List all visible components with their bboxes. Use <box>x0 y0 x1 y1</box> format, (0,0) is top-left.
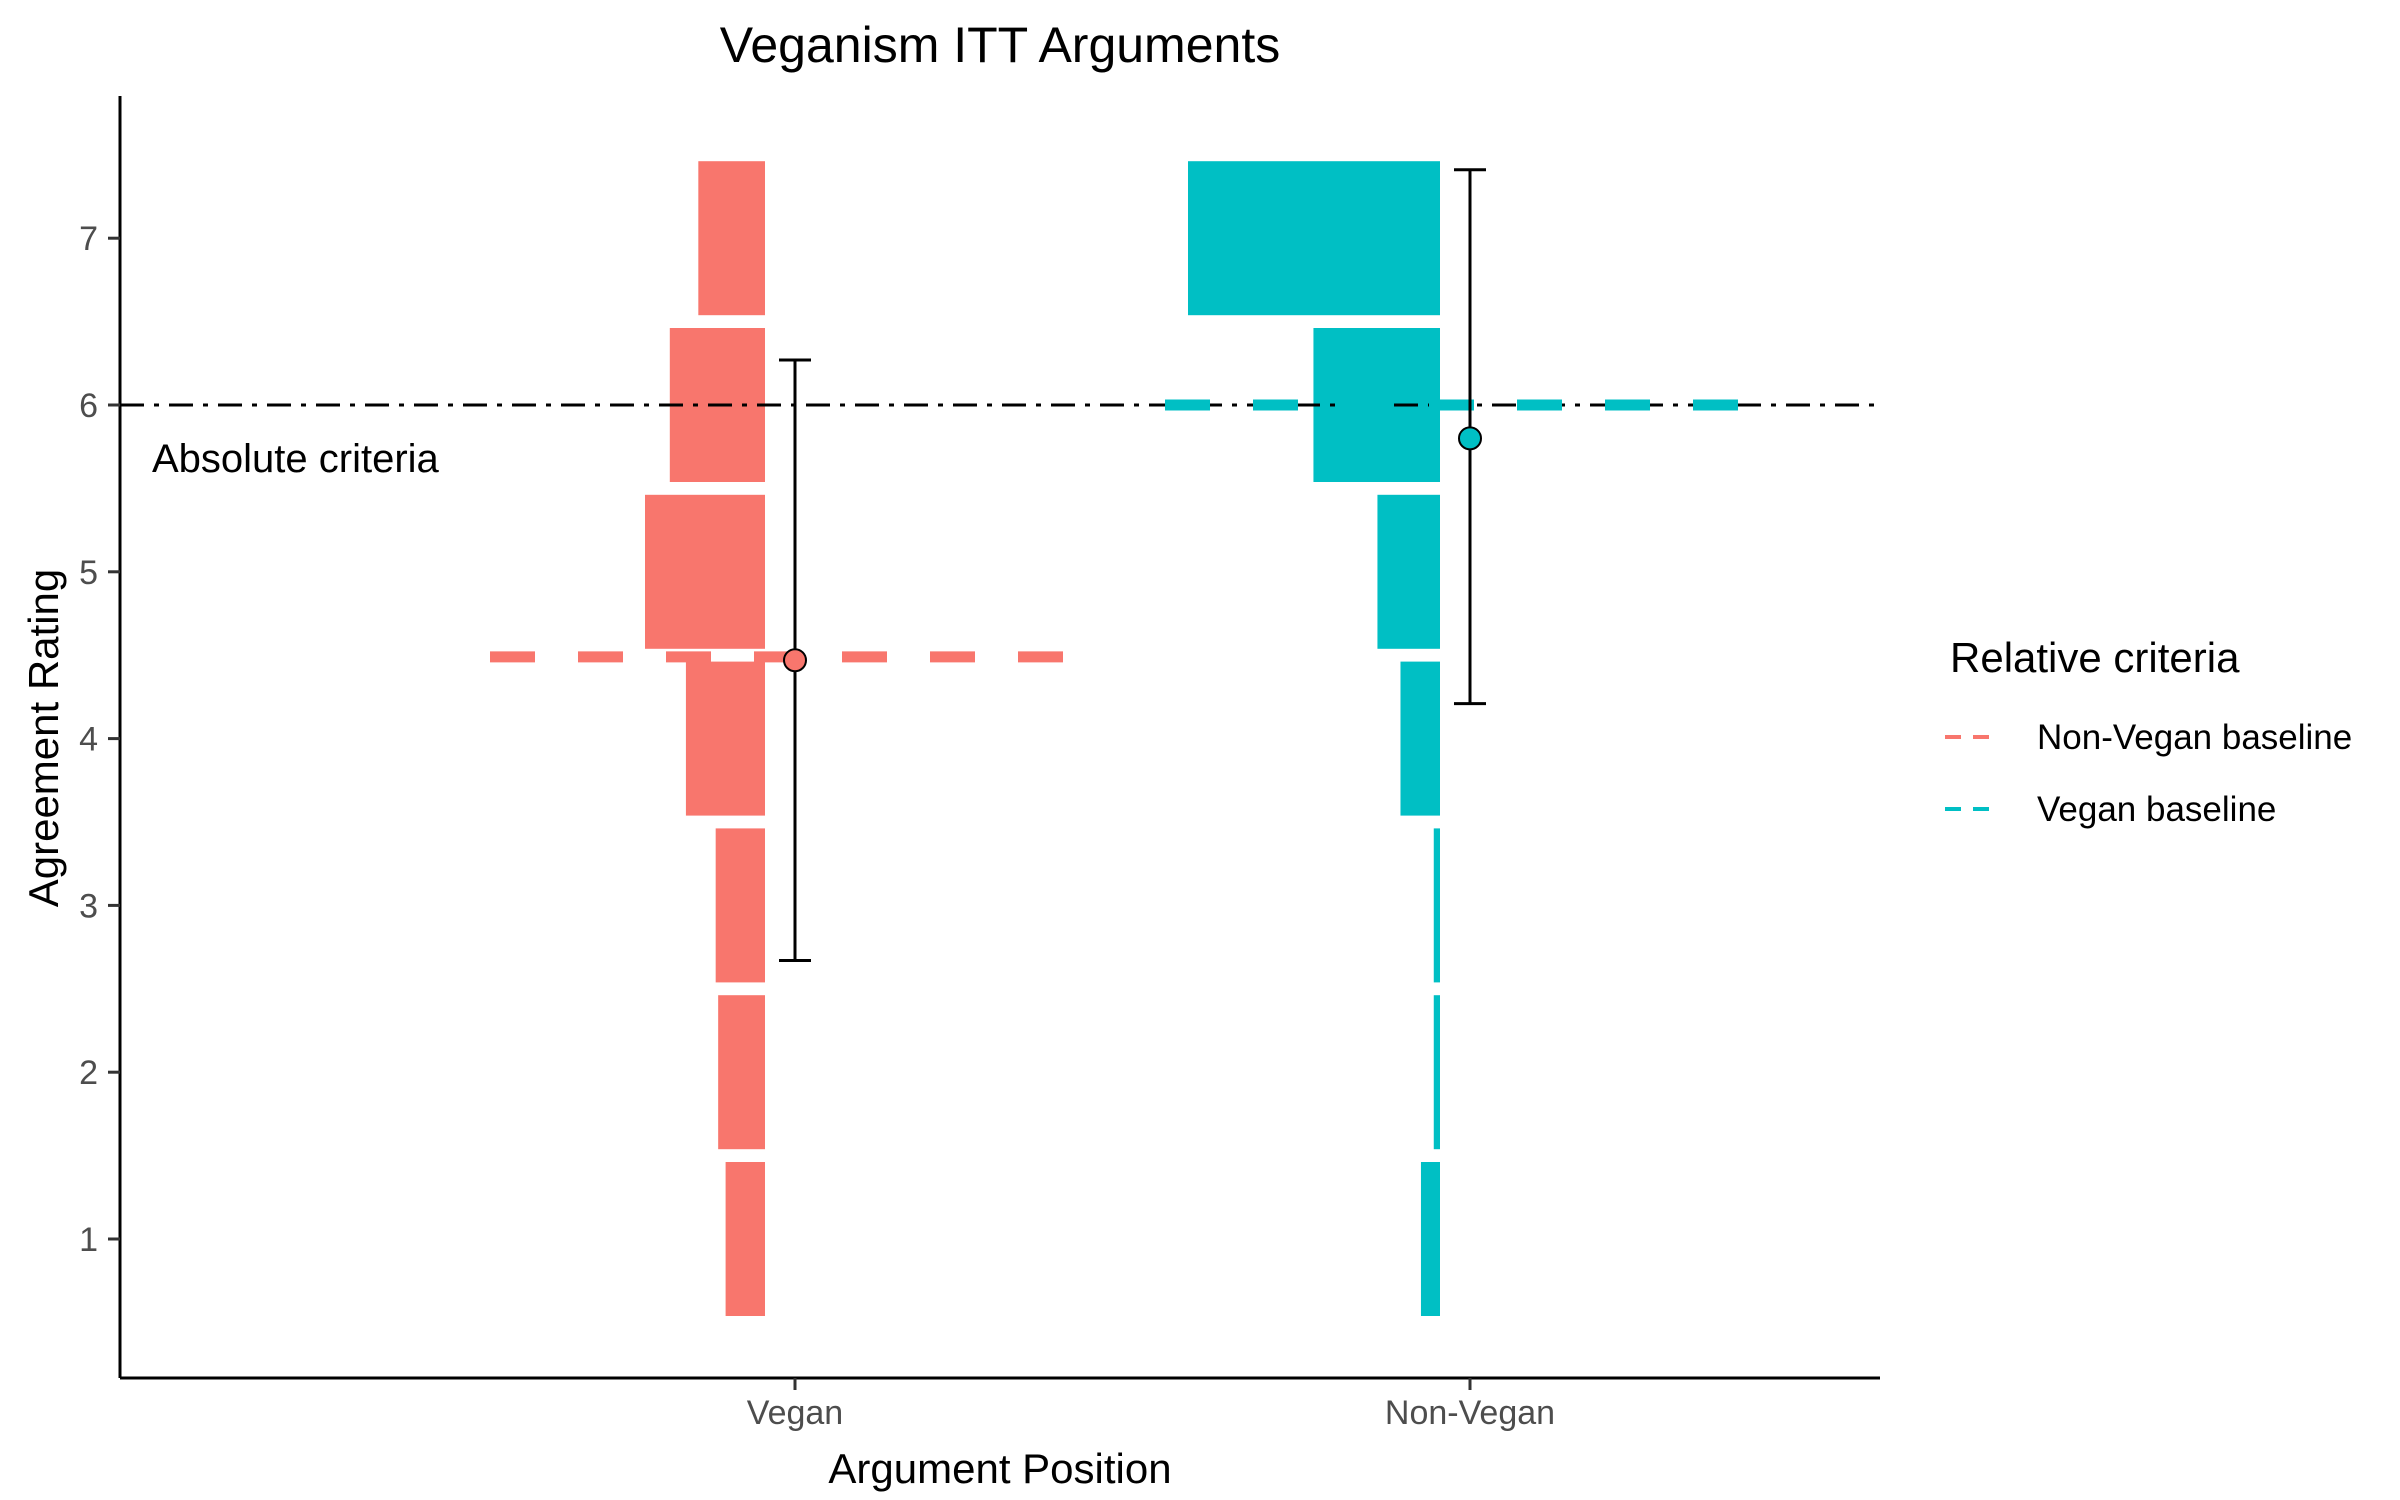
axes: 1 2 3 4 5 6 7 Vegan Non-Vegan <box>79 220 1555 1432</box>
x-axis-title: Argument Position <box>828 1445 1171 1492</box>
bar-vegan-rating-2 <box>714 991 769 1154</box>
x-tick-label-vegan: Vegan <box>747 1394 843 1432</box>
absolute-criteria-label: Absolute criteria <box>152 437 440 481</box>
bar-vegan-rating-3 <box>711 824 769 987</box>
bar-non-vegan-rating-7 <box>1184 157 1444 320</box>
y-tick-label-6: 6 <box>79 387 98 425</box>
x-tick-label-non-vegan: Non-Vegan <box>1385 1394 1555 1432</box>
mean-point-non-vegan <box>1458 426 1482 451</box>
y-tick-label-4: 4 <box>79 721 98 759</box>
bar-vegan-rating-1 <box>721 1158 769 1320</box>
y-axis-title: Agreement Rating <box>20 569 67 908</box>
bar-non-vegan-rating-1 <box>1416 1158 1444 1320</box>
y-tick-label-7: 7 <box>79 220 98 258</box>
bar-vegan-rating-4 <box>681 657 769 820</box>
bar-vegan-rating-7 <box>694 157 770 320</box>
legend: Relative criteria Non-Vegan baseline Vega… <box>1945 634 2352 829</box>
legend-title: Relative criteria <box>1950 634 2240 681</box>
legend-label-1: Vegan baseline <box>2037 790 2276 829</box>
y-tick-label-2: 2 <box>79 1054 98 1092</box>
bar-vegan-rating-5 <box>641 490 769 653</box>
bar-non-vegan-rating-2 <box>1429 991 1445 1154</box>
plot-area <box>120 157 1880 1320</box>
y-tick-label-1: 1 <box>79 1221 98 1259</box>
legend-entries: Non-Vegan baseline Vegan baseline <box>1945 718 2352 829</box>
mean-point-vegan <box>783 648 807 673</box>
y-tick-label-5: 5 <box>79 554 98 592</box>
y-tick-label-3: 3 <box>79 887 98 925</box>
bar-non-vegan-rating-5 <box>1373 490 1444 653</box>
bar-non-vegan-rating-4 <box>1396 657 1444 820</box>
chart-title: Veganism ITT Arguments <box>720 17 1280 73</box>
bar-non-vegan-rating-3 <box>1429 824 1445 987</box>
legend-label-0: Non-Vegan baseline <box>2037 718 2352 757</box>
